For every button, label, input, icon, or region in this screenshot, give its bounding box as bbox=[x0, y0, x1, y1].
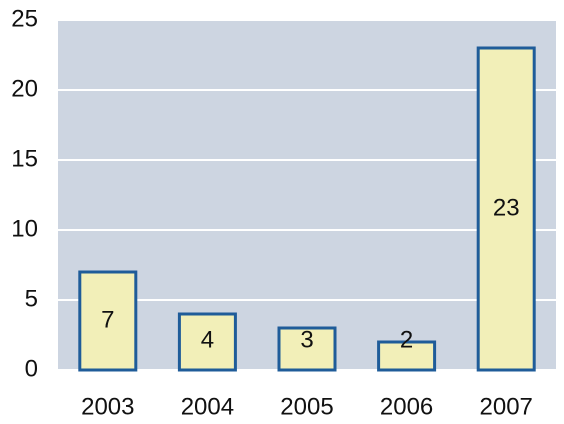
y-tick-label: 15 bbox=[11, 145, 38, 172]
value-label: 23 bbox=[493, 194, 520, 221]
bar bbox=[377, 340, 437, 372]
value-label: 3 bbox=[300, 326, 313, 353]
value-label: 4 bbox=[201, 326, 214, 353]
y-tick-label: 5 bbox=[25, 285, 38, 312]
y-tick-label: 25 bbox=[11, 5, 38, 32]
x-tick-label: 2003 bbox=[81, 393, 134, 420]
y-tick-label: 0 bbox=[25, 355, 38, 382]
x-tick-label: 2004 bbox=[181, 393, 234, 420]
x-tick-label: 2005 bbox=[280, 393, 333, 420]
value-label: 2 bbox=[400, 326, 413, 353]
y-tick-label: 20 bbox=[11, 75, 38, 102]
value-label: 7 bbox=[101, 306, 114, 333]
x-tick-label: 2007 bbox=[480, 393, 533, 420]
bar bbox=[277, 326, 337, 372]
plot-area bbox=[58, 20, 556, 370]
y-tick-label: 10 bbox=[11, 215, 38, 242]
bar bbox=[177, 312, 237, 372]
bar bbox=[78, 270, 138, 372]
bar bbox=[476, 46, 536, 372]
x-tick-label: 2006 bbox=[380, 393, 433, 420]
